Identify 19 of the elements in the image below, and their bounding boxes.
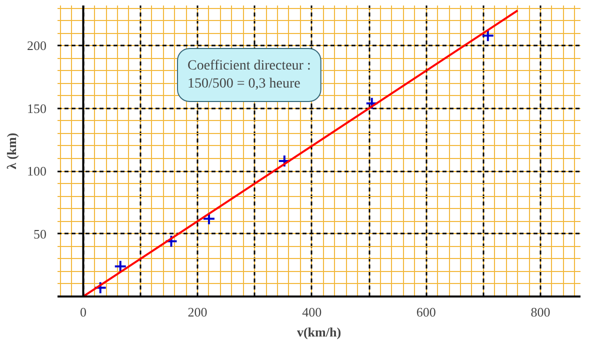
x-tick-label: 800 xyxy=(530,304,550,320)
point xyxy=(202,212,216,226)
x-tick-label: 400 xyxy=(302,304,322,320)
y-tick-label: 50 xyxy=(34,226,46,242)
y-tick-label: 200 xyxy=(27,38,46,54)
point xyxy=(481,29,494,42)
x-axis-title: v(km/h) xyxy=(296,324,342,340)
point xyxy=(94,281,107,294)
x-tick-label: 200 xyxy=(188,304,208,320)
point xyxy=(278,154,291,168)
x-tick-label: 0 xyxy=(80,304,86,320)
y-axis-title: λ (km) xyxy=(4,132,19,170)
point xyxy=(365,96,378,110)
y-tick-label: 100 xyxy=(27,164,46,179)
x-tick-label: 600 xyxy=(416,304,436,320)
point xyxy=(164,234,178,248)
y-tick-label: 150 xyxy=(27,100,46,116)
annotation: Coefficient directeur : 150/500 = 0,3 heure xyxy=(188,58,311,92)
point xyxy=(114,260,127,273)
